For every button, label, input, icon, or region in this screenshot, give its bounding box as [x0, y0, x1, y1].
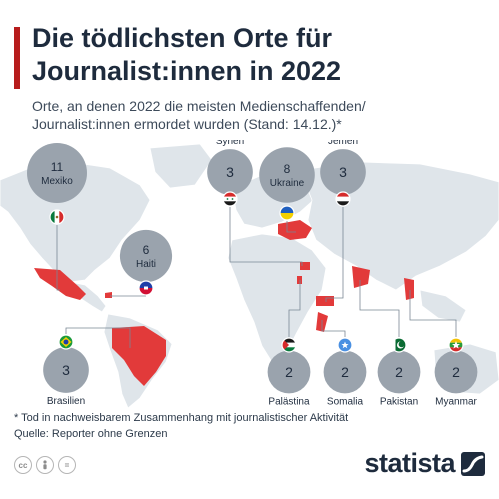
subtitle-line-2: Journalist:innen ermordet wurden (Stand:… [32, 116, 342, 132]
bubble-brasilien [43, 347, 89, 393]
country-shape-brasilien [112, 326, 166, 386]
marker-haiti[interactable]: 6 Haiti [119, 229, 173, 296]
marker-brasilien[interactable]: 3 Brasilien [43, 334, 89, 407]
flag-myanmar-icon [448, 337, 464, 353]
value-label-palastina: 2 [285, 364, 293, 380]
flag-haiti-icon [138, 280, 154, 296]
bubble-myanmar [434, 350, 478, 394]
connector-jemen [325, 207, 344, 302]
world-map-chart: 11 Mexiko 8 Ukraine 6 Haiti 3 Syrien 3 Jemen 3 Bras… [0, 140, 499, 410]
africa-shape [227, 233, 327, 363]
flag-palastina-icon [281, 337, 297, 353]
country-label-jemen: Jemen [328, 140, 358, 147]
license-icons: cc = [14, 456, 76, 474]
person-glyph [43, 460, 47, 470]
bubble-pakistan [377, 350, 421, 394]
statista-logo[interactable]: statista [364, 448, 485, 479]
flag-ukraine-icon [279, 205, 295, 221]
bubble-jemen [320, 149, 366, 195]
value-label-pakistan: 2 [395, 364, 403, 380]
marker-mexiko[interactable]: 11 Mexiko [27, 143, 87, 225]
title-accent-bar [14, 27, 20, 89]
country-shape-pakistan [352, 266, 370, 288]
cc-icon[interactable]: cc [14, 456, 32, 474]
source-note: Quelle: Reporter ohne Grenzen [14, 428, 168, 440]
equals-icon[interactable]: = [58, 456, 76, 474]
marker-somalia[interactable]: 2 Somalia [323, 337, 367, 407]
connector-lines [56, 207, 457, 348]
country-shape-jemen [316, 296, 334, 306]
bubble-somalia [323, 350, 367, 394]
country-label-palastina: Palästina [268, 396, 310, 407]
connector-mexiko [56, 225, 60, 291]
country-shape-ukraine [278, 220, 312, 240]
marker-jemen[interactable]: 3 Jemen [320, 140, 366, 207]
chart-subtitle: Orte, an denen 2022 die meisten Mediensc… [32, 97, 492, 133]
title-line-1: Die tödlichsten Orte für [32, 23, 333, 53]
flag-mexiko-icon [49, 209, 65, 225]
bubble-mexiko [27, 143, 87, 203]
marker-ukraine[interactable]: 8 Ukraine [259, 147, 315, 221]
value-label-syrien: 3 [226, 164, 234, 180]
value-label-haiti: 6 [143, 243, 150, 257]
connector-brasilien [65, 327, 131, 348]
country-shape-myanmar [404, 278, 414, 300]
connector-palastina [288, 280, 301, 337]
footnote: * Tod in nachweisbarem Zusammenhang mit … [14, 412, 349, 424]
marker-myanmar[interactable]: 2 Myanmar [434, 337, 478, 407]
value-label-myanmar: 2 [452, 364, 460, 380]
flag-brasilien-icon [58, 334, 74, 350]
country-label-haiti: Haiti [136, 259, 156, 270]
flag-jemen-icon [335, 191, 351, 207]
marker-pakistan[interactable]: 2 Pakistan [377, 337, 421, 407]
connector-somalia [321, 320, 346, 337]
country-label-brasilien: Brasilien [47, 396, 85, 407]
brand-name: statista [364, 448, 455, 478]
country-label-myanmar: Myanmar [435, 396, 477, 407]
country-label-somalia: Somalia [327, 396, 364, 407]
value-label-mexiko: 11 [51, 160, 64, 174]
subtitle-line-1: Orte, an denen 2022 die meisten Mediensc… [32, 98, 366, 114]
world-map-svg: 11 Mexiko 8 Ukraine 6 Haiti 3 Syrien 3 Jemen 3 Bras… [0, 140, 499, 409]
marker-palastina[interactable]: 2 Palästina [267, 337, 311, 407]
title-line-2: Journalist:innen in 2022 [32, 56, 342, 86]
flag-somalia-icon [337, 337, 353, 353]
connector-pakistan [359, 280, 400, 337]
value-label-ukraine: 8 [284, 162, 291, 176]
bubble-ukraine [259, 147, 315, 203]
southeast-asia-shape [419, 289, 467, 323]
country-label-ukraine: Ukraine [270, 178, 305, 189]
country-shape-mexiko [34, 268, 86, 300]
connector-ukraine [286, 221, 296, 233]
connector-myanmar [409, 290, 457, 337]
person-icon[interactable] [36, 456, 54, 474]
country-label-syrien: Syrien [216, 140, 244, 147]
country-label-pakistan: Pakistan [380, 396, 418, 407]
country-shape-palastina [297, 276, 302, 284]
value-label-somalia: 2 [341, 364, 349, 380]
flag-pakistan-icon [391, 337, 407, 353]
bubble-syrien [207, 149, 253, 195]
bubble-haiti [119, 229, 173, 283]
asia-shape [299, 161, 499, 291]
marker-syrien[interactable]: 3 Syrien [207, 140, 253, 207]
country-shape-syrien [300, 262, 310, 270]
statista-mark-icon [461, 451, 485, 476]
value-label-brasilien: 3 [62, 362, 70, 378]
chart-title: Die tödlichsten Orte für Journalist:inne… [32, 22, 492, 88]
country-label-mexiko: Mexiko [41, 176, 73, 187]
bubble-palastina [267, 350, 311, 394]
connector-syrien [229, 207, 303, 266]
greenland-shape [149, 143, 213, 189]
value-label-jemen: 3 [339, 164, 347, 180]
highlight-countries [34, 220, 414, 386]
flag-syrien-icon [222, 191, 238, 207]
country-shape-haiti [105, 292, 112, 298]
country-markers: 11 Mexiko 8 Ukraine 6 Haiti 3 Syrien 3 Jemen 3 Bras… [27, 140, 478, 407]
